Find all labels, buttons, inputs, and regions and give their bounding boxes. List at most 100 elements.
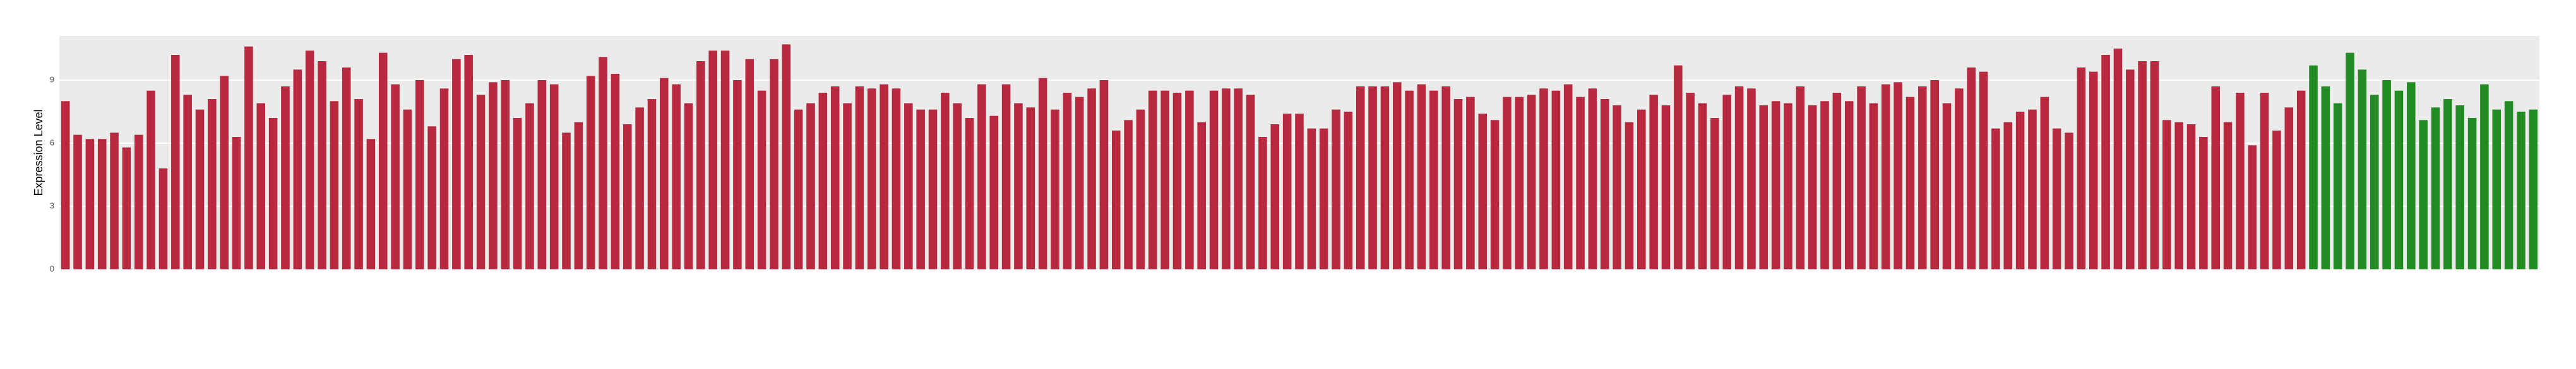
bar [2480,84,2489,269]
bar [2517,112,2525,269]
bar [1026,107,1035,270]
bar [1991,128,2000,269]
bar [1478,114,1488,269]
bar [830,86,840,269]
bar [2504,101,2513,270]
y-tick-label: 3 [50,201,54,210]
bar [1160,90,1169,269]
bar [1503,97,1512,269]
bar [2467,118,2477,269]
bar [391,84,400,269]
bar [904,103,913,269]
bar [2040,97,2049,269]
bar [684,103,693,269]
bar [757,90,766,269]
bar [1429,90,1438,269]
bar [2101,55,2110,269]
bar [293,69,302,269]
bar [2052,128,2061,269]
bar [1319,128,1328,269]
bar [1674,65,1683,270]
bar [73,134,82,269]
bar [1258,137,1267,269]
bar [1136,109,1145,269]
bar [1307,128,1316,269]
bar [1282,114,1292,269]
bar [1600,99,1609,269]
bar [1893,82,1902,270]
bar [2162,120,2171,269]
bar [2236,93,2245,269]
bar [672,84,681,269]
bar [1576,97,1585,269]
bar [1001,84,1011,269]
bar [1515,97,1524,269]
bar [134,134,143,269]
bar [489,82,498,270]
bar [2223,122,2233,269]
bar [720,50,730,269]
bar [452,59,461,270]
bar [1222,88,1231,270]
bar [281,86,290,269]
bar [1368,86,1377,269]
bar [660,78,669,270]
bar [977,84,986,269]
bar [525,103,534,269]
bar [941,93,950,269]
bar [867,88,876,270]
bar [1771,101,1780,270]
bar [928,109,938,269]
bar [537,80,547,269]
bar [2113,49,2123,269]
bar [439,88,449,270]
bar [268,118,278,269]
bar [330,101,339,270]
bar [1710,118,1719,269]
bar [2419,120,2428,269]
bar [2346,52,2354,270]
bar [1087,88,1096,270]
bar [1734,86,1744,269]
bar [647,99,657,269]
bar [1551,90,1561,269]
y-tick-label: 6 [50,138,54,147]
bar [208,99,217,269]
bar [1234,88,1243,270]
bar [1967,67,1976,269]
bar [2138,61,2147,269]
bar [1172,93,1182,269]
bar [880,84,888,269]
bar [1380,86,1390,269]
bar [110,132,119,269]
bar [916,109,925,269]
bar [1209,90,1219,269]
bar [770,59,778,270]
bar [1405,90,1414,269]
bar [1417,84,1426,269]
bar [158,168,168,269]
bar [733,80,742,269]
bar [318,61,326,269]
bar [611,74,620,269]
bar [195,109,205,269]
bar [97,139,107,269]
bar [1453,99,1463,269]
bar [244,46,253,270]
bar [1686,93,1695,269]
bar [1844,101,1854,270]
bar [1185,90,1194,269]
bar [1246,95,1255,270]
bar [2272,131,2281,269]
bar [1148,90,1157,269]
bar [806,103,815,269]
bar [782,44,791,269]
bar [1881,84,1890,269]
bar [1527,95,1536,270]
bar [1197,122,1206,269]
bar [623,124,632,269]
bar [1063,93,1072,269]
bar [2089,71,2098,270]
bar [305,50,314,269]
bar [1563,84,1573,269]
